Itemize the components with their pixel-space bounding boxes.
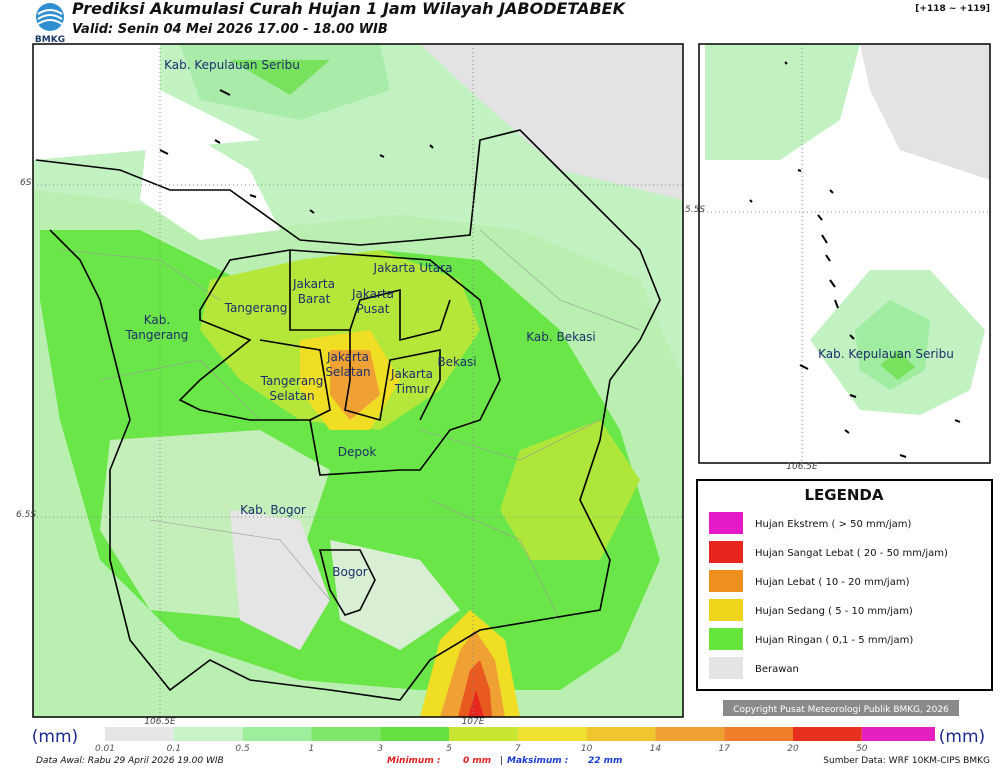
logo: BMKG: [35, 3, 65, 45]
region-labels: Kab. Kepulauan Seribu Jakarta Utara Jaka…: [125, 58, 596, 579]
colorbar-segment: [793, 727, 862, 741]
region-label: Kab. Bogor: [240, 503, 306, 517]
colorbar-segment: [95, 727, 105, 741]
legend-swatch: [709, 599, 743, 621]
region-label: Kab. Kepulauan Seribu: [164, 58, 300, 72]
colorbar-tick-label: 1: [309, 744, 315, 754]
colorbar-tick-label: 20: [787, 744, 799, 754]
region-label: Tangerang Selatan: [260, 374, 324, 403]
legend-label: Berawan: [755, 664, 799, 675]
minimum-label: Minimum :: [387, 756, 440, 766]
colorbar-tick-label: 5: [446, 744, 452, 754]
legend-swatch: [709, 512, 743, 534]
inset-map: [699, 44, 990, 463]
region-label: Kab. Tangerang: [125, 313, 189, 342]
colorbar-segment: [449, 727, 518, 741]
inset-region-label: Kab. Kepulauan Seribu: [818, 347, 954, 361]
legend-label: Hujan Lebat ( 10 - 20 mm/jam): [755, 577, 910, 588]
colorbar: 0.01 0.1 0.5 1 3 5 7 10 14 17 20 50: [95, 727, 935, 754]
copyright: Copyright Pusat Meteorologi Publik BMKG,…: [733, 705, 949, 715]
main-map-frame: [32, 43, 684, 718]
colorbar-tick-label: 0.01: [95, 744, 115, 754]
legend-swatch: [709, 628, 743, 650]
subtitle: Valid: Senin 04 Mei 2026 17.00 - 18.00 W…: [72, 22, 388, 37]
legend-swatch: [709, 541, 743, 563]
lon-label: 107E: [462, 717, 485, 727]
colorbar-segment: [242, 727, 312, 741]
lat-label: 6S: [20, 178, 32, 188]
legend-swatch: [709, 570, 743, 592]
colorbar-tick-label: 14: [650, 744, 662, 754]
unit-right: (mm): [939, 727, 985, 747]
colorbar-segment: [586, 727, 656, 741]
region-label: Jakarta Utara: [373, 261, 453, 275]
copyright-box: [723, 700, 959, 716]
region-label: Bekasi: [437, 355, 476, 369]
legend-box: [696, 479, 993, 691]
maximum-label: Maksimum :: [507, 756, 568, 766]
colorbar-segment: [655, 727, 725, 741]
legend-label: Hujan Ringan ( 0,1 - 5 mm/jam): [755, 635, 913, 646]
title: Prediksi Akumulasi Curah Hujan 1 Jam Wil…: [72, 0, 627, 18]
colorbar-segment: [173, 727, 243, 741]
colorbar-tick-label: 3: [377, 744, 383, 754]
colorbar-tick-label: 7: [515, 744, 521, 754]
legend-title: LEGENDA: [805, 486, 884, 504]
region-label: Jakarta Selatan: [325, 350, 370, 379]
colorbar-segment: [724, 727, 793, 741]
inset-lon-label: 106.5E: [786, 462, 818, 472]
legend-swatch: [709, 657, 743, 679]
colorbar-tick-label: 17: [718, 744, 730, 754]
logo-text: BMKG: [35, 35, 65, 45]
data-awal: Data Awal: Rabu 29 April 2026 19.00 WIB: [36, 756, 224, 766]
colorbar-tick-label: 0.1: [167, 744, 181, 754]
region-label: Jakarta Timur: [390, 367, 433, 396]
legend-label: Hujan Sangat Lebat ( 20 - 50 mm/jam): [755, 548, 948, 559]
version: [+118 ~ +119]: [915, 4, 990, 14]
colorbar-segment: [861, 727, 935, 741]
region-label: Kab. Bekasi: [526, 330, 596, 344]
maximum-value: 22 mm: [588, 756, 622, 766]
inset-frame: [698, 43, 991, 464]
separator: |: [500, 756, 503, 766]
inset-lat-label: 5.5S: [685, 205, 705, 215]
colorbar-segment: [380, 727, 449, 741]
unit-left: (mm): [32, 727, 78, 747]
colorbar-tick-label: 50: [856, 744, 868, 754]
region-label: Tangerang: [224, 301, 288, 315]
minimum-value: 0 mm: [463, 756, 491, 766]
colorbar-segment: [105, 727, 174, 741]
colorbar-tick-label: 10: [581, 744, 593, 754]
source: Sumber Data: WRF 10KM-CIPS BMKG: [823, 756, 990, 766]
lat-label: 6.5S: [16, 510, 36, 520]
colorbar-segment: [517, 727, 587, 741]
legend-label: Hujan Sedang ( 5 - 10 mm/jam): [755, 606, 913, 617]
lon-label: 106.5E: [144, 717, 176, 727]
region-label: Jakarta Barat: [292, 277, 335, 306]
colorbar-segment: [311, 727, 381, 741]
colorbar-tick-label: 0.5: [235, 744, 250, 754]
region-label: Jakarta Pusat: [351, 287, 394, 316]
region-label: Bogor: [332, 565, 368, 579]
main-map: [33, 44, 683, 717]
region-label: Depok: [338, 445, 377, 459]
legend-label: Hujan Ekstrem ( > 50 mm/jam): [755, 519, 912, 530]
legend-items: Hujan Ekstrem ( > 50 mm/jam) Hujan Sangat…: [709, 512, 948, 679]
